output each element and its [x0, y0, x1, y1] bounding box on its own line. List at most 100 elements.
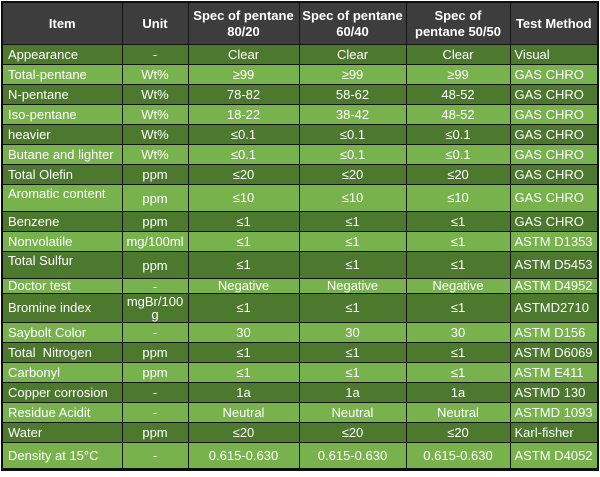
spec-80-20-cell: Neutral	[187, 402, 300, 423]
table-row: Copper corrosion -1a 1a 1a ASTMD 130	[1, 382, 599, 403]
method-cell: GAS CHRO	[509, 64, 599, 85]
item-cell: Bromine index	[1, 293, 123, 323]
spec-50-50-cell: ≤20	[405, 164, 511, 185]
spec-80-20-cell: 78-82	[187, 84, 300, 105]
unit-cell: -	[121, 382, 189, 403]
spec-80-20-cell: ≤1	[187, 362, 300, 383]
item-cell: heavier	[1, 124, 123, 145]
spec-50-50-cell: ≤1	[405, 251, 511, 279]
method-cell: GAS CHRO	[509, 164, 599, 185]
table-row: Aromatic content ppm ≤10 ≤10 ≤10 GAS CHRO	[1, 184, 599, 212]
spec-80-20-cell: ≤10	[187, 184, 300, 212]
method-cell: ASTMD2710	[509, 293, 599, 323]
spec-80-20-cell: ≤1	[187, 251, 300, 279]
method-cell: ASTM D6069	[509, 342, 599, 363]
spec-50-50-cell: 0.615-0.630	[405, 442, 511, 470]
method-cell: ASTM D156	[509, 322, 599, 343]
item-cell: Total Sulfur	[1, 251, 123, 279]
table-row: Residue Acidit - Neutral Neutral Neutral ASTM…	[1, 402, 599, 423]
table-row: Density at 15°C -0.615-0.630 0.615-0.630 0.…	[1, 442, 599, 470]
unit-cell: -	[121, 322, 189, 343]
unit-cell: mgBr/100 g	[121, 293, 189, 323]
unit-cell: Wt%	[121, 144, 189, 165]
method-cell: GAS CHRO	[509, 184, 599, 212]
spec-60-40-cell: ≤1	[298, 362, 407, 383]
table-row: Total-pentane Wt% ≥99 ≥99 ≥99 GAS CHRO	[1, 64, 599, 85]
spec-50-50-cell: ≤1	[405, 362, 511, 383]
spec-50-50-cell: Neutral	[405, 402, 511, 423]
unit-cell: ppm	[121, 251, 189, 279]
spec-50-50-cell: 30	[405, 322, 511, 343]
unit-cell: Wt%	[121, 104, 189, 125]
item-cell: Carbonyl	[1, 362, 123, 383]
spec-50-50-cell: ≤20	[405, 422, 511, 443]
header-cell-item: Item	[1, 1, 123, 45]
header-cell-test-method: Test Method	[509, 1, 599, 45]
table-row: Benzene ppm ≤1 ≤1 ≤1 GAS CHRO	[1, 211, 599, 232]
method-cell: ASTMD 130	[509, 382, 599, 403]
item-cell: Total Olefin	[1, 164, 123, 185]
spec-60-40-cell: ≤1	[298, 231, 407, 252]
spec-60-40-cell: ≤1	[298, 293, 407, 323]
spec-50-50-cell: ≤0.1	[405, 144, 511, 165]
method-cell: Karl-fisher	[509, 422, 599, 443]
spec-80-20-cell: ≤0.1	[187, 124, 300, 145]
method-cell: Visual	[509, 44, 599, 65]
spec-50-50-cell: Clear	[405, 44, 511, 65]
spec-60-40-cell: ≤0.1	[298, 144, 407, 165]
item-cell: N-pentane	[1, 84, 123, 105]
table-row: Nonvolatile mg/100ml ≤1 ≤1 ≤1 ASTM D1353	[1, 231, 599, 252]
method-cell: ASTM D5453	[509, 251, 599, 279]
spec-60-40-cell: ≤0.1	[298, 124, 407, 145]
spec-80-20-cell: 18-22	[187, 104, 300, 125]
method-cell: GAS CHRO	[509, 144, 599, 165]
unit-cell: ppm	[121, 342, 189, 363]
method-cell: GAS CHRO	[509, 211, 599, 232]
spec-60-40-cell: Neutral	[298, 402, 407, 423]
header-row: Item Unit Spec of pentane 80/20 Spec of pen…	[1, 1, 599, 45]
spec-60-40-cell: 58-62	[298, 84, 407, 105]
table-row: heavier Wt% ≤0.1 ≤0.1 ≤0.1 GAS CHRO	[1, 124, 599, 145]
method-cell: ASTM D4052	[509, 442, 599, 470]
spec-60-40-cell: Negative	[298, 278, 407, 294]
method-cell: GAS CHRO	[509, 104, 599, 125]
table-row: Total Nitrogen ppm ≤1 ≤1 ≤1 ASTM D6069	[1, 342, 599, 363]
method-cell: GAS CHRO	[509, 124, 599, 145]
header-cell-unit: Unit	[121, 1, 189, 45]
table-row: Total Sulfur ppm ≤1 ≤1 ≤1 ASTM D5453	[1, 251, 599, 279]
spec-50-50-cell: ≥99	[405, 64, 511, 85]
spec-80-20-cell: ≥99	[187, 64, 300, 85]
spec-60-40-cell: ≤1	[298, 211, 407, 232]
spec-80-20-cell: ≤1	[187, 293, 300, 323]
unit-cell: ppm	[121, 211, 189, 232]
spec-60-40-cell: ≤20	[298, 164, 407, 185]
item-cell: Iso-pentane	[1, 104, 123, 125]
spec-50-50-cell: 48-52	[405, 104, 511, 125]
header-cell-spec-50-50: Spec of pentane 50/50	[405, 1, 511, 45]
spec-50-50-cell: ≤0.1	[405, 124, 511, 145]
spec-50-50-cell: Negative	[405, 278, 511, 294]
table-row: Iso-pentane Wt% 18-22 38-42 48-52 GAS CHRO	[1, 104, 599, 125]
spec-60-40-cell: ≤20	[298, 422, 407, 443]
spec-60-40-cell: Clear	[298, 44, 407, 65]
spec-60-40-cell: ≤1	[298, 251, 407, 279]
spec-80-20-cell: ≤20	[187, 422, 300, 443]
item-cell: Density at 15°C	[1, 442, 123, 470]
spec-50-50-cell: 48-52	[405, 84, 511, 105]
spec-60-40-cell: 0.615-0.630	[298, 442, 407, 470]
unit-cell: -	[121, 442, 189, 470]
unit-cell: Wt%	[121, 64, 189, 85]
table-row: Saybolt Color -30 30 30 ASTM D156	[1, 322, 599, 343]
unit-cell: mg/100ml	[121, 231, 189, 252]
item-cell: Saybolt Color	[1, 322, 123, 343]
unit-cell: -	[121, 278, 189, 294]
spec-50-50-cell: ≤1	[405, 211, 511, 232]
table-body: Appearance - Clear Clear Clear Visual Total-pe…	[1, 44, 599, 470]
table-row: Doctor test - Negative Negative Negative ASTM…	[1, 278, 599, 294]
header-cell-spec-80-20: Spec of pentane 80/20	[187, 1, 300, 45]
spec-80-20-cell: ≤0.1	[187, 144, 300, 165]
spec-60-40-cell: 1a	[298, 382, 407, 403]
unit-cell: Wt%	[121, 124, 189, 145]
table-row: Water ppm ≤20 ≤20 ≤20 Karl-fisher	[1, 422, 599, 443]
